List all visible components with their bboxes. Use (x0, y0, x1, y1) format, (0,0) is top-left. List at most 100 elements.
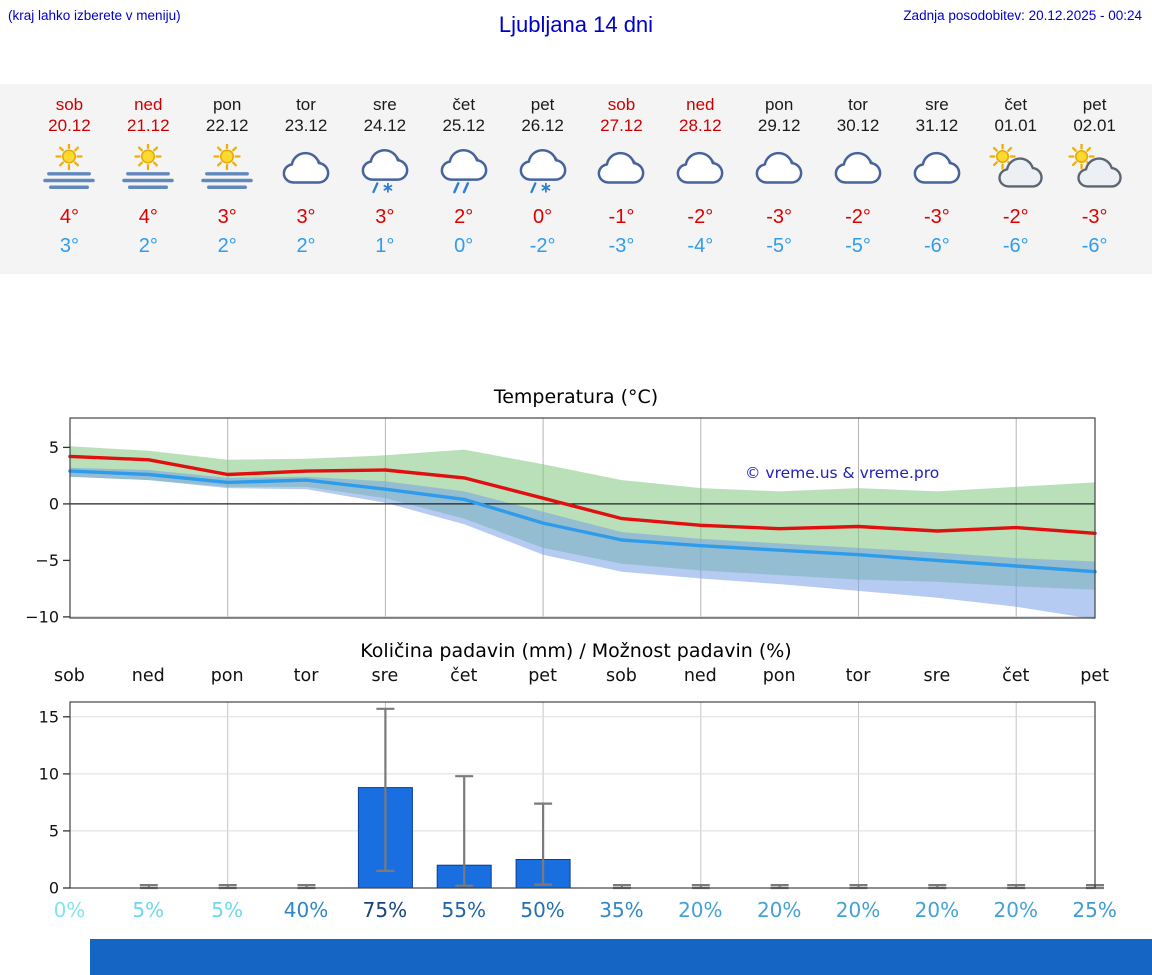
low-temp-label: 1° (375, 235, 395, 257)
day-name-label: sob (55, 95, 84, 114)
day-date-label: 22.12 (205, 116, 249, 135)
partly-sunny-icon (987, 141, 1045, 197)
forecast-day-22.12[interactable]: pon 22.12 3° 2° (188, 94, 267, 274)
precip-probability-label: 20% (993, 898, 1038, 922)
sun-fog-icon (198, 141, 256, 197)
forecast-day-30.12[interactable]: tor 30.12 -2° -5° (819, 94, 898, 274)
day-date-label: 23.12 (284, 116, 328, 135)
day-date-label: 02.01 (1073, 116, 1116, 135)
day-date-label: 25.12 (442, 116, 485, 135)
low-temp-label: -3° (608, 235, 635, 257)
cloudy-icon (277, 141, 335, 197)
day-date-label: 26.12 (521, 116, 564, 135)
forecast-day-02.01[interactable]: pet 02.01 -3° -6° (1055, 94, 1134, 274)
high-temp-label: 4° (138, 206, 158, 228)
day-name-label: pon (212, 95, 242, 114)
precip-probability-label: 5% (132, 898, 165, 922)
forecast-day-23.12[interactable]: tor 23.12 3° 2° (267, 94, 346, 274)
precip-y-tick: 10 (39, 764, 59, 783)
high-temp-label: 3° (217, 206, 237, 228)
precipitation-chart-title: Količina padavin (mm) / Možnost padavin … (360, 640, 792, 662)
low-temp-label: -4° (687, 235, 714, 257)
precip-probability-label: 20% (678, 898, 723, 922)
low-temp-label: -6° (923, 235, 950, 257)
sun-fog-icon (40, 141, 98, 197)
watermark-link[interactable]: © vreme.us & vreme.pro (745, 464, 939, 482)
day-name-label: pet (1082, 95, 1107, 114)
cloudy-icon (750, 141, 808, 197)
day-name-label: sob (607, 95, 636, 114)
high-temp-label: -1° (608, 206, 635, 228)
forecast-day-24.12[interactable]: sre 24.12 3° 1° (345, 94, 424, 274)
forecast-day-31.12[interactable]: sre 31.12 -3° -6° (897, 94, 976, 274)
forecast-day-27.12[interactable]: sob 27.12 -1° -3° (582, 94, 661, 274)
high-temp-label: -2° (687, 206, 714, 228)
weekday-label: pon (210, 666, 244, 686)
day-date-label: 01.01 (994, 116, 1038, 135)
day-name-label: sre (373, 95, 397, 114)
cloudy-icon (908, 141, 966, 197)
high-temp-label: -3° (766, 206, 793, 228)
forecast-day-21.12[interactable]: ned 21.12 4° 2° (109, 94, 188, 274)
precip-probability-label: 75% (362, 898, 408, 922)
precip-probability-label: 0% (53, 898, 86, 922)
forecast-day-20.12[interactable]: sob 20.12 4° 3° (30, 94, 109, 274)
forecast-strip: sob 20.12 4° 3° ned 21.12 4° 2° pon 22.12 3° 2° tor 2… (0, 84, 1152, 274)
high-temp-label: -3° (923, 206, 950, 228)
precip-day-labels: sob ned pon tor sre čet pet sob ned pon tor sre čet p… (30, 666, 1134, 686)
low-temp-label: -5° (766, 235, 793, 257)
weekday-label: pet (528, 666, 557, 686)
low-temp-label: 3° (59, 235, 79, 257)
rain-icon (435, 141, 493, 197)
low-temp-label: 0° (454, 235, 474, 257)
forecast-day-25.12[interactable]: čet 25.12 2° 0° (424, 94, 503, 274)
weekday-label: tor (293, 666, 319, 686)
day-name-label: sre (925, 95, 949, 114)
cloudy-icon (592, 141, 650, 197)
sun-fog-icon (119, 141, 177, 197)
precip-probability-label: 5% (211, 898, 244, 922)
precip-y-tick: 5 (49, 821, 59, 840)
high-temp-label: 2° (454, 206, 474, 228)
temp-y-tick: −5 (35, 551, 59, 570)
weekday-label: ned (683, 666, 717, 686)
weekday-label: sob (605, 666, 637, 686)
sleet-icon (514, 141, 572, 197)
low-temp-label: -6° (1081, 235, 1108, 257)
forecast-day-29.12[interactable]: pon 29.12 -3° -5° (740, 94, 819, 274)
precip-probability-label: 20% (914, 898, 960, 922)
low-temp-label: 2° (217, 235, 237, 257)
day-name-label: čet (452, 95, 476, 114)
day-name-label: tor (848, 95, 868, 114)
partly-sunny-icon (1066, 141, 1124, 197)
day-date-label: 20.12 (48, 116, 91, 135)
forecast-day-28.12[interactable]: ned 28.12 -2° -4° (661, 94, 740, 274)
low-temp-label: -5° (845, 235, 871, 257)
menu-hint: (kraj lahko izberete v meniju) (8, 8, 181, 23)
weekday-label: sre (371, 666, 399, 686)
sleet-icon (356, 141, 414, 197)
weekday-label: sob (53, 666, 85, 686)
low-temp-label: 2° (296, 235, 316, 257)
day-date-label: 24.12 (363, 116, 407, 135)
high-temp-label: -3° (1081, 206, 1108, 228)
temp-y-tick: 0 (49, 494, 59, 513)
weekday-label: pon (762, 666, 796, 686)
high-temp-label: 0° (533, 206, 553, 228)
weekday-label: čet (450, 666, 478, 686)
cloudy-icon (829, 141, 887, 197)
forecast-day-26.12[interactable]: pet 26.12 0° -2° (503, 94, 582, 274)
weekday-label: ned (131, 666, 165, 686)
temperature-chart-title: Temperatura (°C) (493, 386, 659, 408)
day-name-label: tor (296, 95, 316, 114)
day-date-label: 31.12 (915, 116, 959, 135)
precip-y-tick: 15 (39, 707, 59, 726)
weekday-label: tor (845, 666, 871, 686)
temperature-chart: 5 0 −5 −10 © vreme.us & vreme.pro (0, 414, 1152, 626)
low-temp-label: -2° (529, 235, 556, 257)
high-temp-label: -2° (845, 206, 871, 228)
low-temp-label: -6° (1002, 235, 1029, 257)
last-update: Zadnja posodobitev: 20.12.2025 - 00:24 (903, 8, 1142, 23)
footer-bar[interactable] (90, 939, 1152, 975)
forecast-day-01.01[interactable]: čet 01.01 -2° -6° (976, 94, 1055, 274)
